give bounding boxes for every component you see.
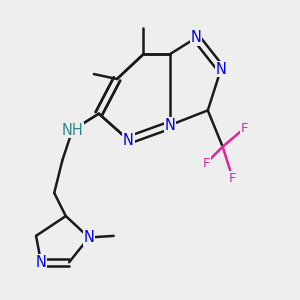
Text: N: N (83, 230, 94, 245)
Text: NH: NH (61, 123, 83, 138)
Text: N: N (191, 30, 202, 45)
Text: N: N (36, 255, 46, 270)
Text: F: F (202, 157, 210, 170)
Text: F: F (240, 122, 248, 135)
Text: N: N (216, 61, 226, 76)
Text: N: N (123, 133, 134, 148)
Text: N: N (164, 118, 175, 133)
Text: F: F (229, 172, 236, 184)
